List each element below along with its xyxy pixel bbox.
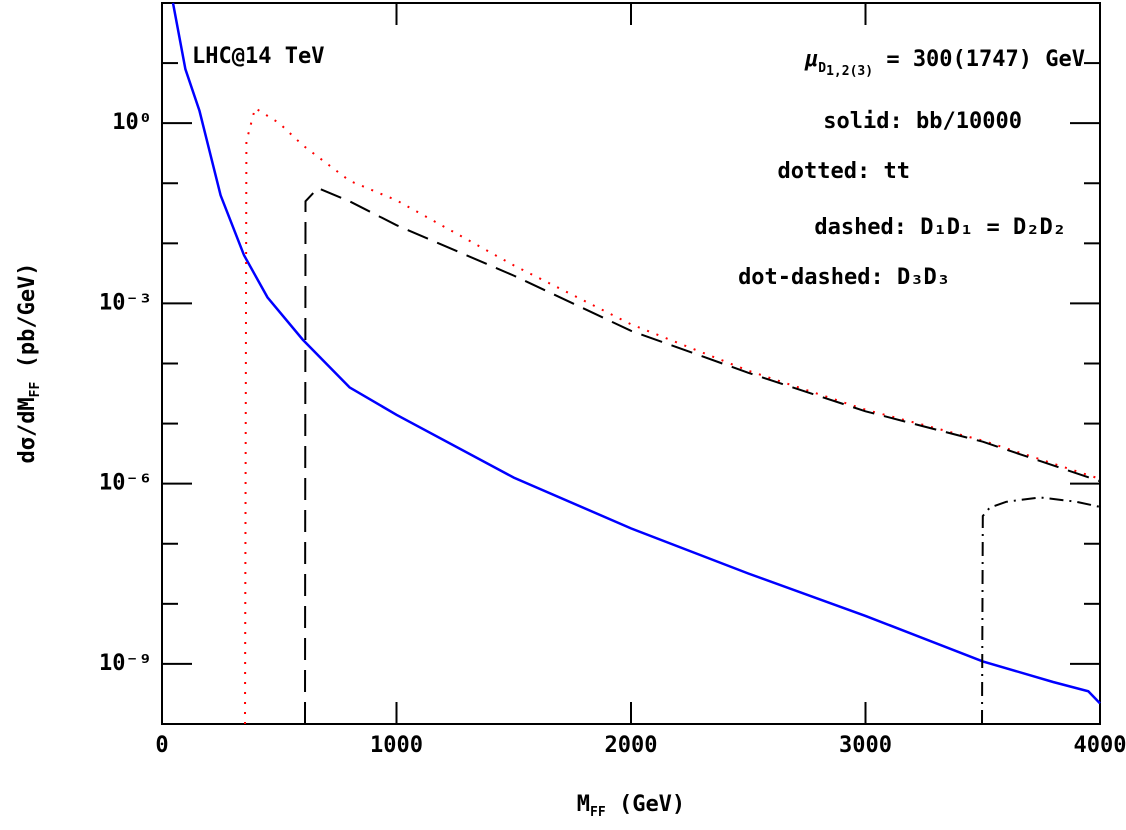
y-tick-label: 10⁰: [112, 110, 152, 135]
parameter-sub: D: [818, 61, 826, 76]
x-label-rest: (GeV): [606, 792, 685, 817]
x-tick-label: 4000: [1074, 733, 1126, 758]
x-tick-label: 0: [155, 733, 168, 758]
y-tick-label: 10⁻⁹: [99, 651, 152, 676]
legend-space: [903, 109, 916, 134]
series-line: [304, 186, 1101, 725]
x-axis-label: MFF (GeV): [577, 792, 685, 820]
x-tick-label: 2000: [605, 733, 658, 758]
legend-style: solid:: [823, 109, 902, 134]
legend-space: [907, 215, 920, 240]
legend-style: dotted:: [778, 159, 871, 184]
series-line: [981, 496, 1101, 725]
y-label-main: dσ/dM: [15, 397, 40, 463]
legend-style: dashed:: [814, 215, 907, 240]
y-label-rest: (pb/GeV): [15, 262, 40, 381]
legend-name: D₃D₃: [897, 265, 950, 290]
parameter-text: = 300(1747) GeV: [873, 47, 1085, 72]
series-line: [244, 106, 1101, 725]
x-tick-label: 3000: [839, 733, 892, 758]
legend-name: bb/10000: [916, 109, 1022, 134]
legend-entry: dotted: tt: [778, 159, 910, 184]
y-tick-label: 10⁻³: [99, 290, 152, 315]
x-label-main: M: [577, 792, 590, 817]
legend-entry: dot-dashed: D₃D₃: [738, 265, 950, 290]
series-line: [171, 2, 1101, 705]
parameter-symbol: μ: [804, 47, 818, 72]
parameter-label: μD1,2(3) = 300(1747) GeV: [804, 47, 1085, 79]
legend-name: tt: [884, 159, 911, 184]
parameter-subsub: 1,2(3): [826, 64, 873, 79]
legend-name: D₁D₁ = D₂D₂: [920, 215, 1066, 240]
legend-space: [870, 159, 883, 184]
y-label-sub: FF: [28, 381, 43, 397]
y-tick-label: 10⁻⁶: [99, 471, 152, 496]
legend-entry: dashed: D₁D₁ = D₂D₂: [814, 215, 1066, 240]
x-tick-label: 1000: [370, 733, 423, 758]
y-axis-label: dσ/dMFF (pb/GeV): [15, 262, 43, 463]
legend-entry: solid: bb/10000: [823, 109, 1022, 134]
legend-space: [884, 265, 897, 290]
legend-style: dot-dashed:: [738, 265, 884, 290]
x-label-sub: FF: [590, 805, 606, 820]
annotation: LHC@14 TeV: [192, 44, 324, 69]
